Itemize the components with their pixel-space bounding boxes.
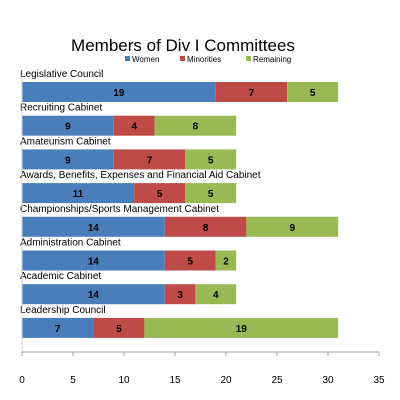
bar-4-2 [246,216,339,237]
bar-1-0 [22,115,114,136]
bar-6-2 [195,284,237,305]
bar-label-4-0: 14 [88,223,100,234]
bar-6-1 [164,284,196,305]
x-tick-label-2: 10 [118,375,130,386]
bar-7-2 [144,317,339,338]
bar-5-2 [215,250,237,271]
bar-1-1 [113,115,155,136]
bar-group: Legislative Council 19 7 5 Recruiting Cabine… [20,69,339,338]
category-label-0: Legislative Council [20,69,103,80]
bar-0-0 [22,82,216,102]
bar-label-0-2: 5 [310,88,316,99]
x-tick-label-1: 5 [70,375,76,386]
bar-label-5-2: 2 [223,257,229,268]
bar-label-0-1: 7 [249,88,255,99]
category-label-4: Championships/Sports Management Cabinet [20,204,219,215]
bar-6-0 [22,284,165,305]
bar-2-2 [185,149,237,170]
x-tick-label-6: 30 [322,375,334,386]
legend-swatch-1 [180,56,185,61]
bar-7-0 [22,317,94,338]
bar-label-6-0: 14 [88,290,100,301]
category-label-2: Amateurism Cabinet [20,136,111,147]
bar-5-0 [22,250,165,271]
x-tick-label-7: 35 [373,375,385,386]
bar-label-7-1: 5 [116,324,122,335]
bar-1-2 [154,115,237,136]
bar-3-1 [134,183,186,204]
x-axis: 0 5 10 15 20 25 30 35 [19,70,385,386]
bar-label-4-1: 8 [203,223,209,234]
bar-2-0 [22,149,114,170]
bar-label-3-1: 5 [157,189,163,200]
bar-3-2 [185,183,237,204]
bar-label-5-1: 5 [188,257,194,268]
legend-label-0: Women [132,55,159,64]
x-tick-label-5: 25 [271,375,283,386]
bar-label-7-2: 19 [236,324,248,335]
category-label-6: Academic Cabinet [20,271,101,282]
x-tick-label-4: 20 [220,375,232,386]
bar-label-1-2: 8 [193,122,199,133]
legend: Women Minorities Remaining [125,55,291,64]
bar-label-0-0: 19 [113,88,125,99]
x-tick-label-3: 15 [169,375,181,386]
category-label-5: Administration Cabinet [20,238,121,249]
chart-title: Members of Div I Committees [71,36,295,55]
bar-0-1 [215,82,288,102]
category-label-7: Leadership Council [20,305,106,316]
bar-label-7-0: 7 [55,324,61,335]
bar-5-1 [164,250,216,271]
bar-label-2-2: 5 [208,155,214,166]
bar-label-3-2: 5 [208,189,214,200]
legend-swatch-2 [246,56,251,61]
bar-0-2 [287,82,339,102]
bar-label-1-0: 9 [65,122,71,133]
bar-label-1-1: 4 [131,122,137,133]
legend-label-1: Minorities [187,55,221,64]
category-label-1: Recruiting Cabinet [20,103,102,114]
bar-3-0 [22,183,135,204]
bar-4-0 [22,216,165,237]
bar-label-2-1: 7 [147,155,153,166]
bar-label-3-0: 11 [73,189,84,200]
x-tick-label-0: 0 [19,375,25,386]
bar-2-1 [113,149,186,170]
bar-label-6-2: 4 [213,290,219,301]
legend-swatch-0 [125,56,130,61]
legend-label-2: Remaining [253,55,291,64]
bar-4-1 [164,216,247,237]
bar-label-6-1: 3 [177,290,183,301]
bar-label-4-2: 9 [290,223,296,234]
category-label-3: Awards, Benefits, Expenses and Financial… [20,170,261,181]
bar-label-2-0: 9 [65,155,71,166]
bar-7-1 [93,317,145,338]
bar-label-5-0: 14 [88,257,100,268]
